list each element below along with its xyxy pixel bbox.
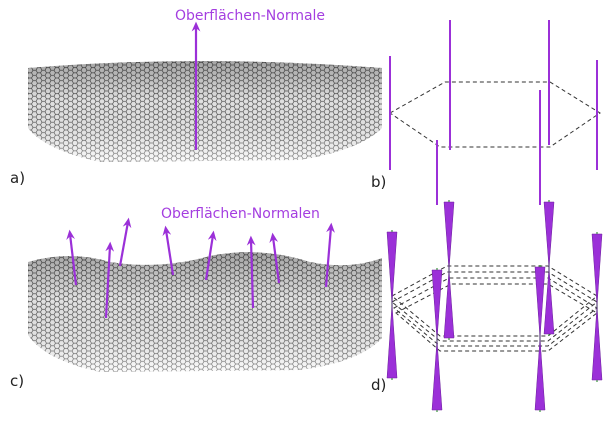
sheet-shading	[28, 252, 382, 372]
annotation: Oberflächen-Normale	[175, 8, 325, 24]
hexagon	[390, 82, 600, 147]
figure: Oberflächen-Normale a) Oberflächen-Norma…	[0, 0, 603, 423]
panel-label: d)	[371, 376, 386, 394]
panel-b: b)	[371, 20, 600, 205]
hexagon	[392, 272, 597, 341]
surface-normal	[120, 222, 128, 266]
orbital	[444, 200, 454, 340]
hexagon	[396, 284, 597, 351]
panel-label: c)	[10, 372, 24, 390]
orbital	[592, 232, 602, 382]
panel-d: d)	[371, 200, 602, 412]
orbital-lobe	[444, 202, 454, 338]
orbital	[432, 268, 442, 412]
panel-a: Oberflächen-Normale a)	[10, 8, 382, 187]
panel-label: b)	[371, 173, 386, 191]
orbital-lobe	[535, 267, 545, 410]
orbital	[544, 200, 554, 336]
orbital-lobe	[432, 270, 442, 410]
panel-label: a)	[10, 169, 25, 187]
panel-c: Oberflächen-Normalen c)	[10, 206, 382, 390]
orbital-lobe	[592, 234, 602, 380]
sheet-shading	[28, 61, 382, 162]
annotation: Oberflächen-Normalen	[161, 206, 320, 222]
hexagon	[392, 266, 597, 336]
orbital	[535, 265, 545, 412]
orbital-lobe	[544, 202, 554, 334]
